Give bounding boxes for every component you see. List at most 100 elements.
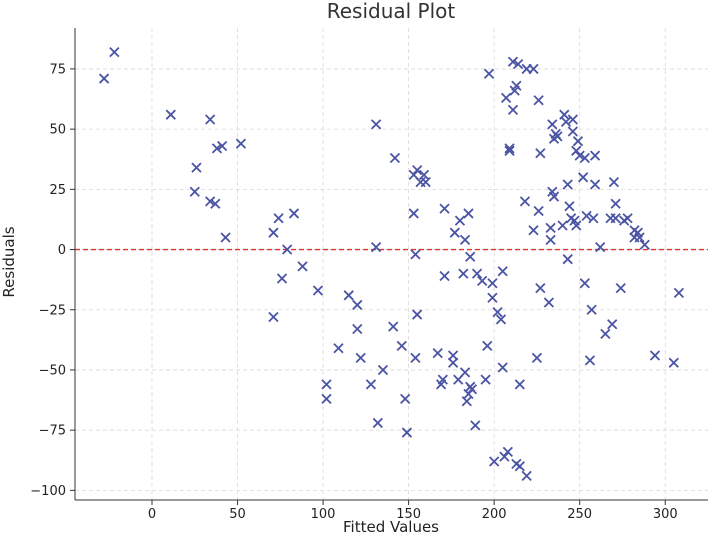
y-tick-label: 25 (49, 183, 66, 198)
y-tick-label: −75 (39, 424, 66, 439)
data-point (581, 210, 592, 221)
data-point (571, 145, 582, 156)
x-tick-label: 250 (567, 507, 592, 522)
data-point (352, 299, 363, 311)
data-point (502, 446, 513, 457)
data-point (487, 278, 498, 289)
data-point (321, 379, 332, 390)
data-point (574, 150, 585, 161)
data-point (588, 213, 599, 224)
data-point (557, 220, 568, 231)
data-point (370, 242, 382, 253)
axes-layer (74, 28, 708, 501)
data-point (372, 417, 383, 429)
data-point (437, 374, 448, 385)
data-point (584, 355, 596, 366)
data-point (545, 234, 556, 246)
data-point (205, 114, 216, 125)
data-point (562, 254, 573, 265)
data-point (535, 148, 546, 159)
data-point (547, 119, 558, 130)
data-point (458, 268, 469, 279)
data-point (571, 220, 582, 231)
data-point (288, 208, 300, 219)
x-tick-label: 200 (482, 507, 507, 522)
data-point (432, 347, 443, 359)
data-point (497, 362, 508, 373)
data-point (216, 140, 228, 152)
data-point (519, 196, 531, 207)
data-point (589, 179, 601, 190)
data-point (449, 227, 460, 238)
data-point (482, 340, 493, 352)
data-point (622, 213, 633, 224)
y-tick-label: 75 (49, 62, 66, 77)
data-point (389, 152, 401, 164)
data-point (535, 282, 546, 294)
data-point (465, 251, 476, 262)
y-tick-label: −25 (39, 303, 66, 318)
data-point (370, 119, 382, 130)
data-point (268, 311, 279, 323)
data-point (528, 63, 539, 75)
data-point (268, 227, 279, 238)
data-point (410, 249, 421, 260)
data-point (477, 275, 488, 286)
data-point (562, 179, 573, 190)
x-tick-label: 300 (653, 507, 678, 522)
chart-title: Residual Plot (327, 0, 456, 23)
data-point (321, 393, 332, 404)
data-point (454, 215, 466, 226)
data-point (507, 56, 519, 67)
data-point (567, 126, 578, 137)
data-point (282, 244, 293, 255)
data-point (610, 213, 621, 224)
data-point (276, 273, 288, 284)
data-point (560, 116, 572, 128)
y-tick-label: −100 (30, 484, 66, 499)
data-point (408, 208, 419, 219)
data-point (343, 290, 354, 301)
data-point (412, 309, 423, 320)
ticks-layer: 0 50 100 150 200 250 300 −100 −75 −50 −25 0 25 50 75 (30, 62, 677, 522)
data-point (412, 164, 423, 176)
data-point (388, 321, 399, 332)
x-tick-label: 100 (311, 507, 336, 522)
data-point (533, 205, 544, 217)
data-point (564, 201, 575, 212)
data-point (528, 225, 539, 236)
data-point (586, 304, 597, 315)
data-point (220, 232, 231, 243)
data-point (579, 152, 590, 164)
data-point (595, 242, 606, 253)
data-point (668, 357, 679, 368)
data-point (400, 393, 411, 404)
data-point (410, 352, 421, 364)
y-tick-label: 50 (49, 123, 66, 138)
data-point (191, 162, 202, 173)
data-point (470, 420, 481, 431)
data-point (497, 266, 508, 277)
data-point (492, 307, 503, 318)
data-point (600, 328, 611, 339)
data-point (205, 196, 216, 207)
data-point (420, 176, 431, 188)
data-point (504, 145, 515, 156)
data-point (459, 234, 471, 246)
data-point (572, 136, 584, 147)
data-point (273, 213, 284, 224)
data-point (521, 470, 532, 482)
data-point (639, 239, 650, 250)
data-point (333, 343, 344, 354)
grid-layer (75, 28, 708, 500)
data-point (355, 352, 366, 364)
data-point (463, 208, 474, 219)
data-point (447, 350, 459, 361)
data-point (312, 285, 324, 296)
data-point (579, 278, 590, 289)
data-point (210, 198, 221, 209)
x-tick-label: 150 (396, 507, 421, 522)
data-point (607, 319, 618, 330)
data-point (352, 323, 363, 335)
